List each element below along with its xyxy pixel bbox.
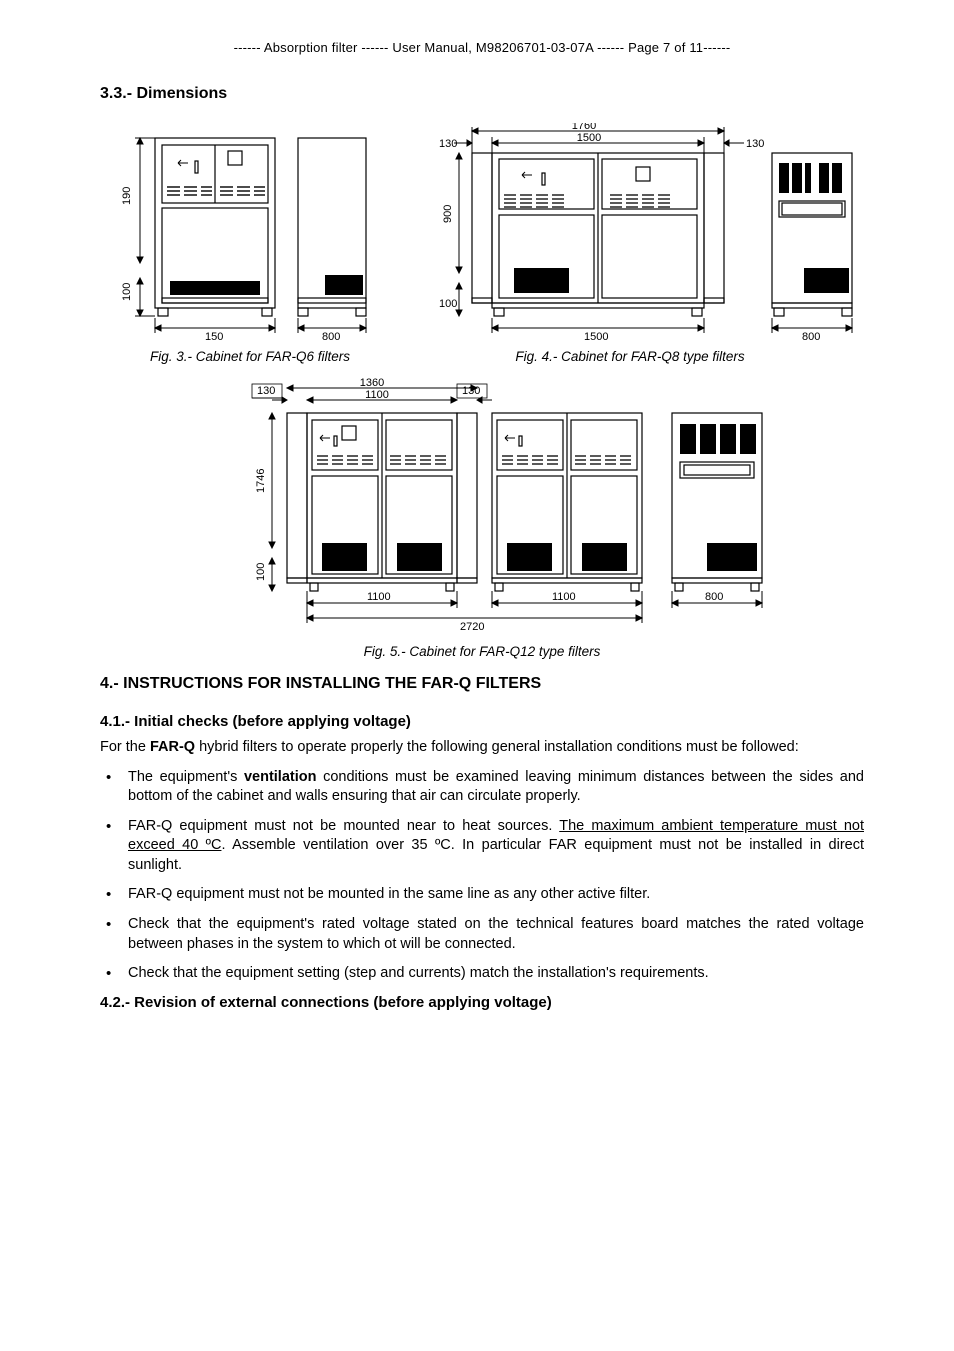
figure-4-caption: Fig. 4.- Cabinet for FAR-Q8 type filters bbox=[400, 349, 860, 364]
svg-text:1100: 1100 bbox=[365, 389, 389, 401]
svg-text:100: 100 bbox=[255, 563, 267, 581]
section-3-3-heading: 3.3.- Dimensions bbox=[100, 85, 864, 103]
svg-text:800: 800 bbox=[322, 331, 340, 343]
bullet-1-pre: The equipment's bbox=[128, 769, 244, 785]
svg-text:800: 800 bbox=[802, 331, 820, 343]
bullet-1: The equipment's ventilation conditions m… bbox=[100, 768, 864, 807]
svg-text:1500: 1500 bbox=[584, 331, 608, 343]
intro-post: hybrid filters to operate properly the f… bbox=[195, 739, 799, 755]
svg-text:1746: 1746 bbox=[255, 469, 267, 493]
svg-text:1100: 1100 bbox=[552, 591, 576, 603]
figure-3-caption: Fig. 3.- Cabinet for FAR-Q6 filters bbox=[100, 349, 400, 364]
svg-text:100: 100 bbox=[439, 298, 457, 310]
figure-3-svg: 190 100 150 800 bbox=[100, 123, 380, 343]
svg-text:900: 900 bbox=[442, 205, 454, 223]
figure-row-3-4: 190 100 150 800 bbox=[100, 123, 864, 343]
caption-row-3-4: Fig. 3.- Cabinet for FAR-Q6 filters Fig.… bbox=[100, 349, 864, 364]
bullet-2-post: . Assemble ventilation over 35 ºC. In pa… bbox=[128, 837, 864, 873]
bullet-3: FAR-Q equipment must not be mounted in t… bbox=[100, 885, 864, 905]
figure-5-svg: 1360 1100 130 130 bbox=[172, 378, 792, 638]
page-header: ------ Absorption filter ------ User Man… bbox=[100, 40, 864, 55]
section-4-2-heading: 4.2.- Revision of external connections (… bbox=[100, 994, 864, 1011]
svg-text:130: 130 bbox=[439, 138, 457, 150]
svg-text:190: 190 bbox=[121, 187, 133, 205]
bullet-2: FAR-Q equipment must not be mounted near… bbox=[100, 817, 864, 876]
svg-text:2720: 2720 bbox=[460, 621, 484, 633]
bullet-1-bold: ventilation bbox=[244, 769, 317, 785]
section-4-heading: 4.- INSTRUCTIONS FOR INSTALLING THE FAR-… bbox=[100, 675, 864, 693]
bullet-4: Check that the equipment's rated voltage… bbox=[100, 915, 864, 954]
section-4-1-bullets: The equipment's ventilation conditions m… bbox=[100, 768, 864, 984]
svg-text:130: 130 bbox=[746, 138, 764, 150]
svg-text:800: 800 bbox=[705, 591, 723, 603]
svg-text:1500: 1500 bbox=[577, 132, 601, 144]
figure-5-caption: Fig. 5.- Cabinet for FAR-Q12 type filter… bbox=[100, 644, 864, 659]
section-4-1-intro: For the FAR-Q hybrid filters to operate … bbox=[100, 738, 864, 758]
section-4-1-heading: 4.1.- Initial checks (before applying vo… bbox=[100, 713, 864, 730]
figure-5-wrap: 1360 1100 130 130 bbox=[100, 378, 864, 638]
svg-text:1760: 1760 bbox=[572, 123, 596, 132]
intro-pre: For the bbox=[100, 739, 150, 755]
intro-bold: FAR-Q bbox=[150, 739, 195, 755]
svg-text:130: 130 bbox=[462, 385, 480, 397]
svg-text:1100: 1100 bbox=[367, 591, 391, 603]
svg-text:130: 130 bbox=[257, 385, 275, 397]
figure-4-svg: 1760 1500 130 130 bbox=[404, 123, 864, 343]
bullet-2-pre: FAR-Q equipment must not be mounted near… bbox=[128, 818, 559, 834]
svg-text:100: 100 bbox=[121, 283, 133, 301]
svg-text:1360: 1360 bbox=[360, 378, 384, 389]
svg-text:150: 150 bbox=[205, 331, 223, 343]
bullet-5: Check that the equipment setting (step a… bbox=[100, 964, 864, 984]
